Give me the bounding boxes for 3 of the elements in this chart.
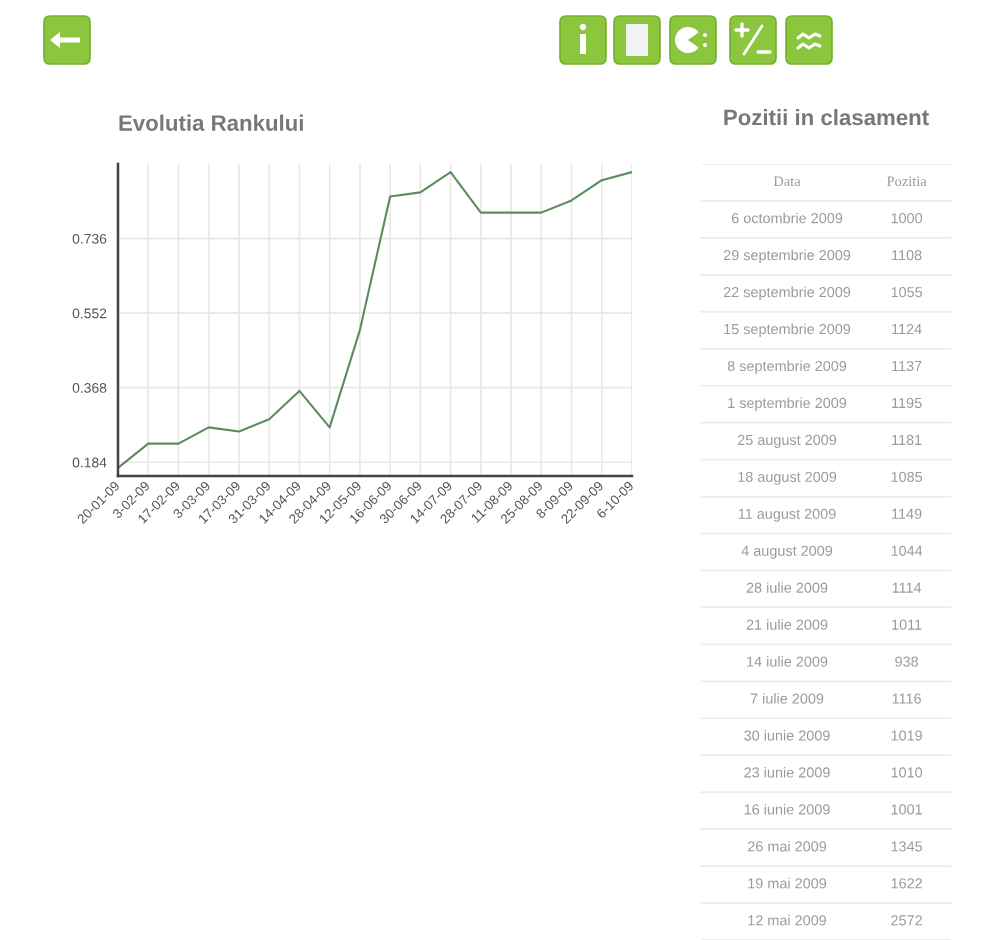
text: Pozitii in clasament (724, 109, 929, 126)
line-series (118, 171, 632, 469)
chart-title: Evolutia Rankului (119, 114, 303, 131)
